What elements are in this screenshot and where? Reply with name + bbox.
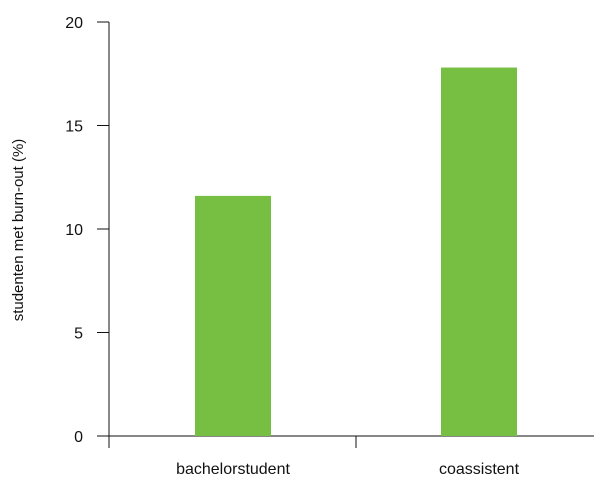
x-category-label: bachelorstudent bbox=[176, 461, 290, 478]
y-tick-label: 10 bbox=[65, 222, 83, 239]
y-tick-label: 20 bbox=[65, 15, 83, 32]
x-category-label: coassistent bbox=[439, 461, 520, 478]
y-tick-label: 0 bbox=[74, 429, 83, 446]
bar bbox=[195, 196, 271, 436]
bar bbox=[441, 68, 517, 436]
y-tick-label: 5 bbox=[74, 326, 83, 343]
y-axis-title: studenten met burn-out (%) bbox=[10, 139, 27, 322]
plot-area: 0 5 10 15 20 bachelorstudent coassistent bbox=[65, 15, 594, 478]
y-tick-label: 15 bbox=[65, 119, 83, 136]
